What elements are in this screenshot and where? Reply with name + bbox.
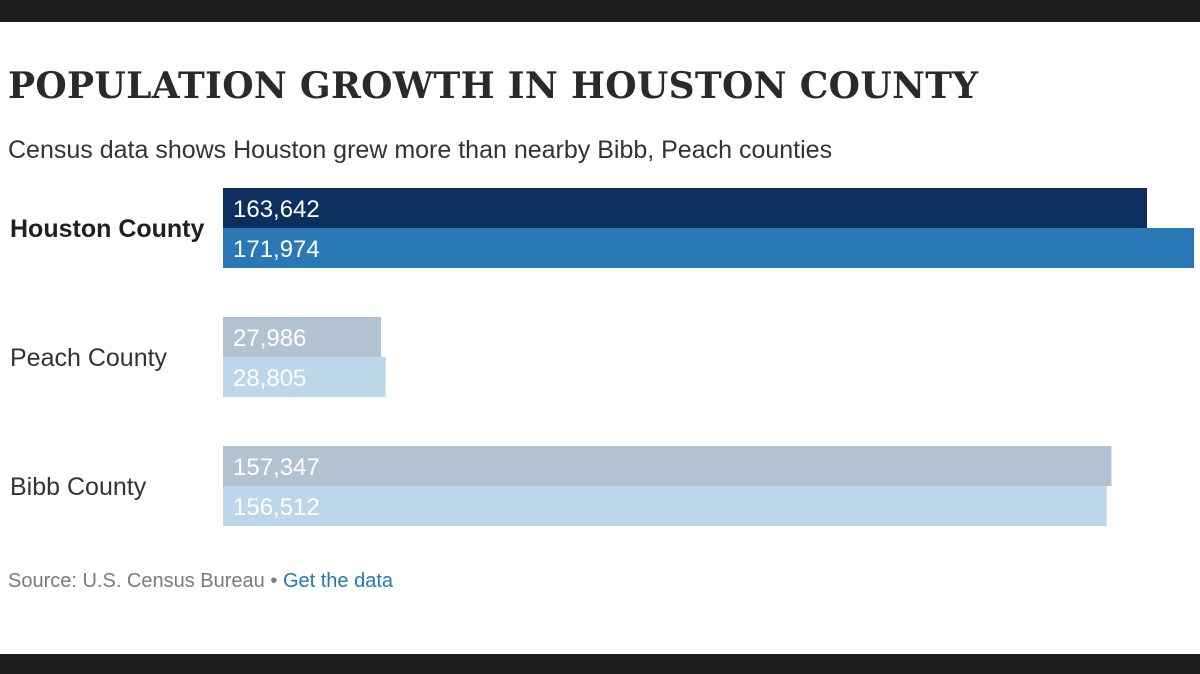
bar-bibb-county-series-2 [223,486,1107,526]
get-the-data-link[interactable]: Get the data [282,570,394,592]
value-label-houston-county-series-2: 171,974 [233,236,320,263]
bar-bibb-county-series-1 [223,446,1112,486]
bottom-frame-bar [0,654,1200,674]
source-text: Source: U.S. Census Bureau [8,570,265,592]
value-label-bibb-county-series-2: 156,512 [233,494,320,521]
category-label-peach-county: Peach County [10,344,168,372]
bar-peach-county-series-2 [223,357,386,397]
bar-chart: Houston County 163,642 171,974 Peach County… [10,188,1194,526]
value-label-houston-county-series-1: 163,642 [233,196,320,223]
bar-peach-county-series-1 [223,317,381,357]
top-frame-bar [0,0,1200,22]
category-label-bibb-county: Bibb County [10,473,147,501]
chart-title: POPULATION GROWTH IN HOUSTON COUNTY [8,65,979,107]
value-label-peach-county-series-1: 27,986 [233,325,306,352]
source-separator: • [270,570,278,592]
bar-houston-county-series-2 [223,228,1194,268]
value-label-peach-county-series-2: 28,805 [233,365,306,392]
category-label-houston-county: Houston County [10,215,205,243]
value-label-bibb-county-series-1: 157,347 [233,454,320,481]
bar-houston-county-series-1 [223,188,1147,228]
source-line: Source: U.S. Census Bureau • Get the dat… [8,570,393,593]
chart-subtitle: Census data shows Houston grew more than… [8,136,833,164]
